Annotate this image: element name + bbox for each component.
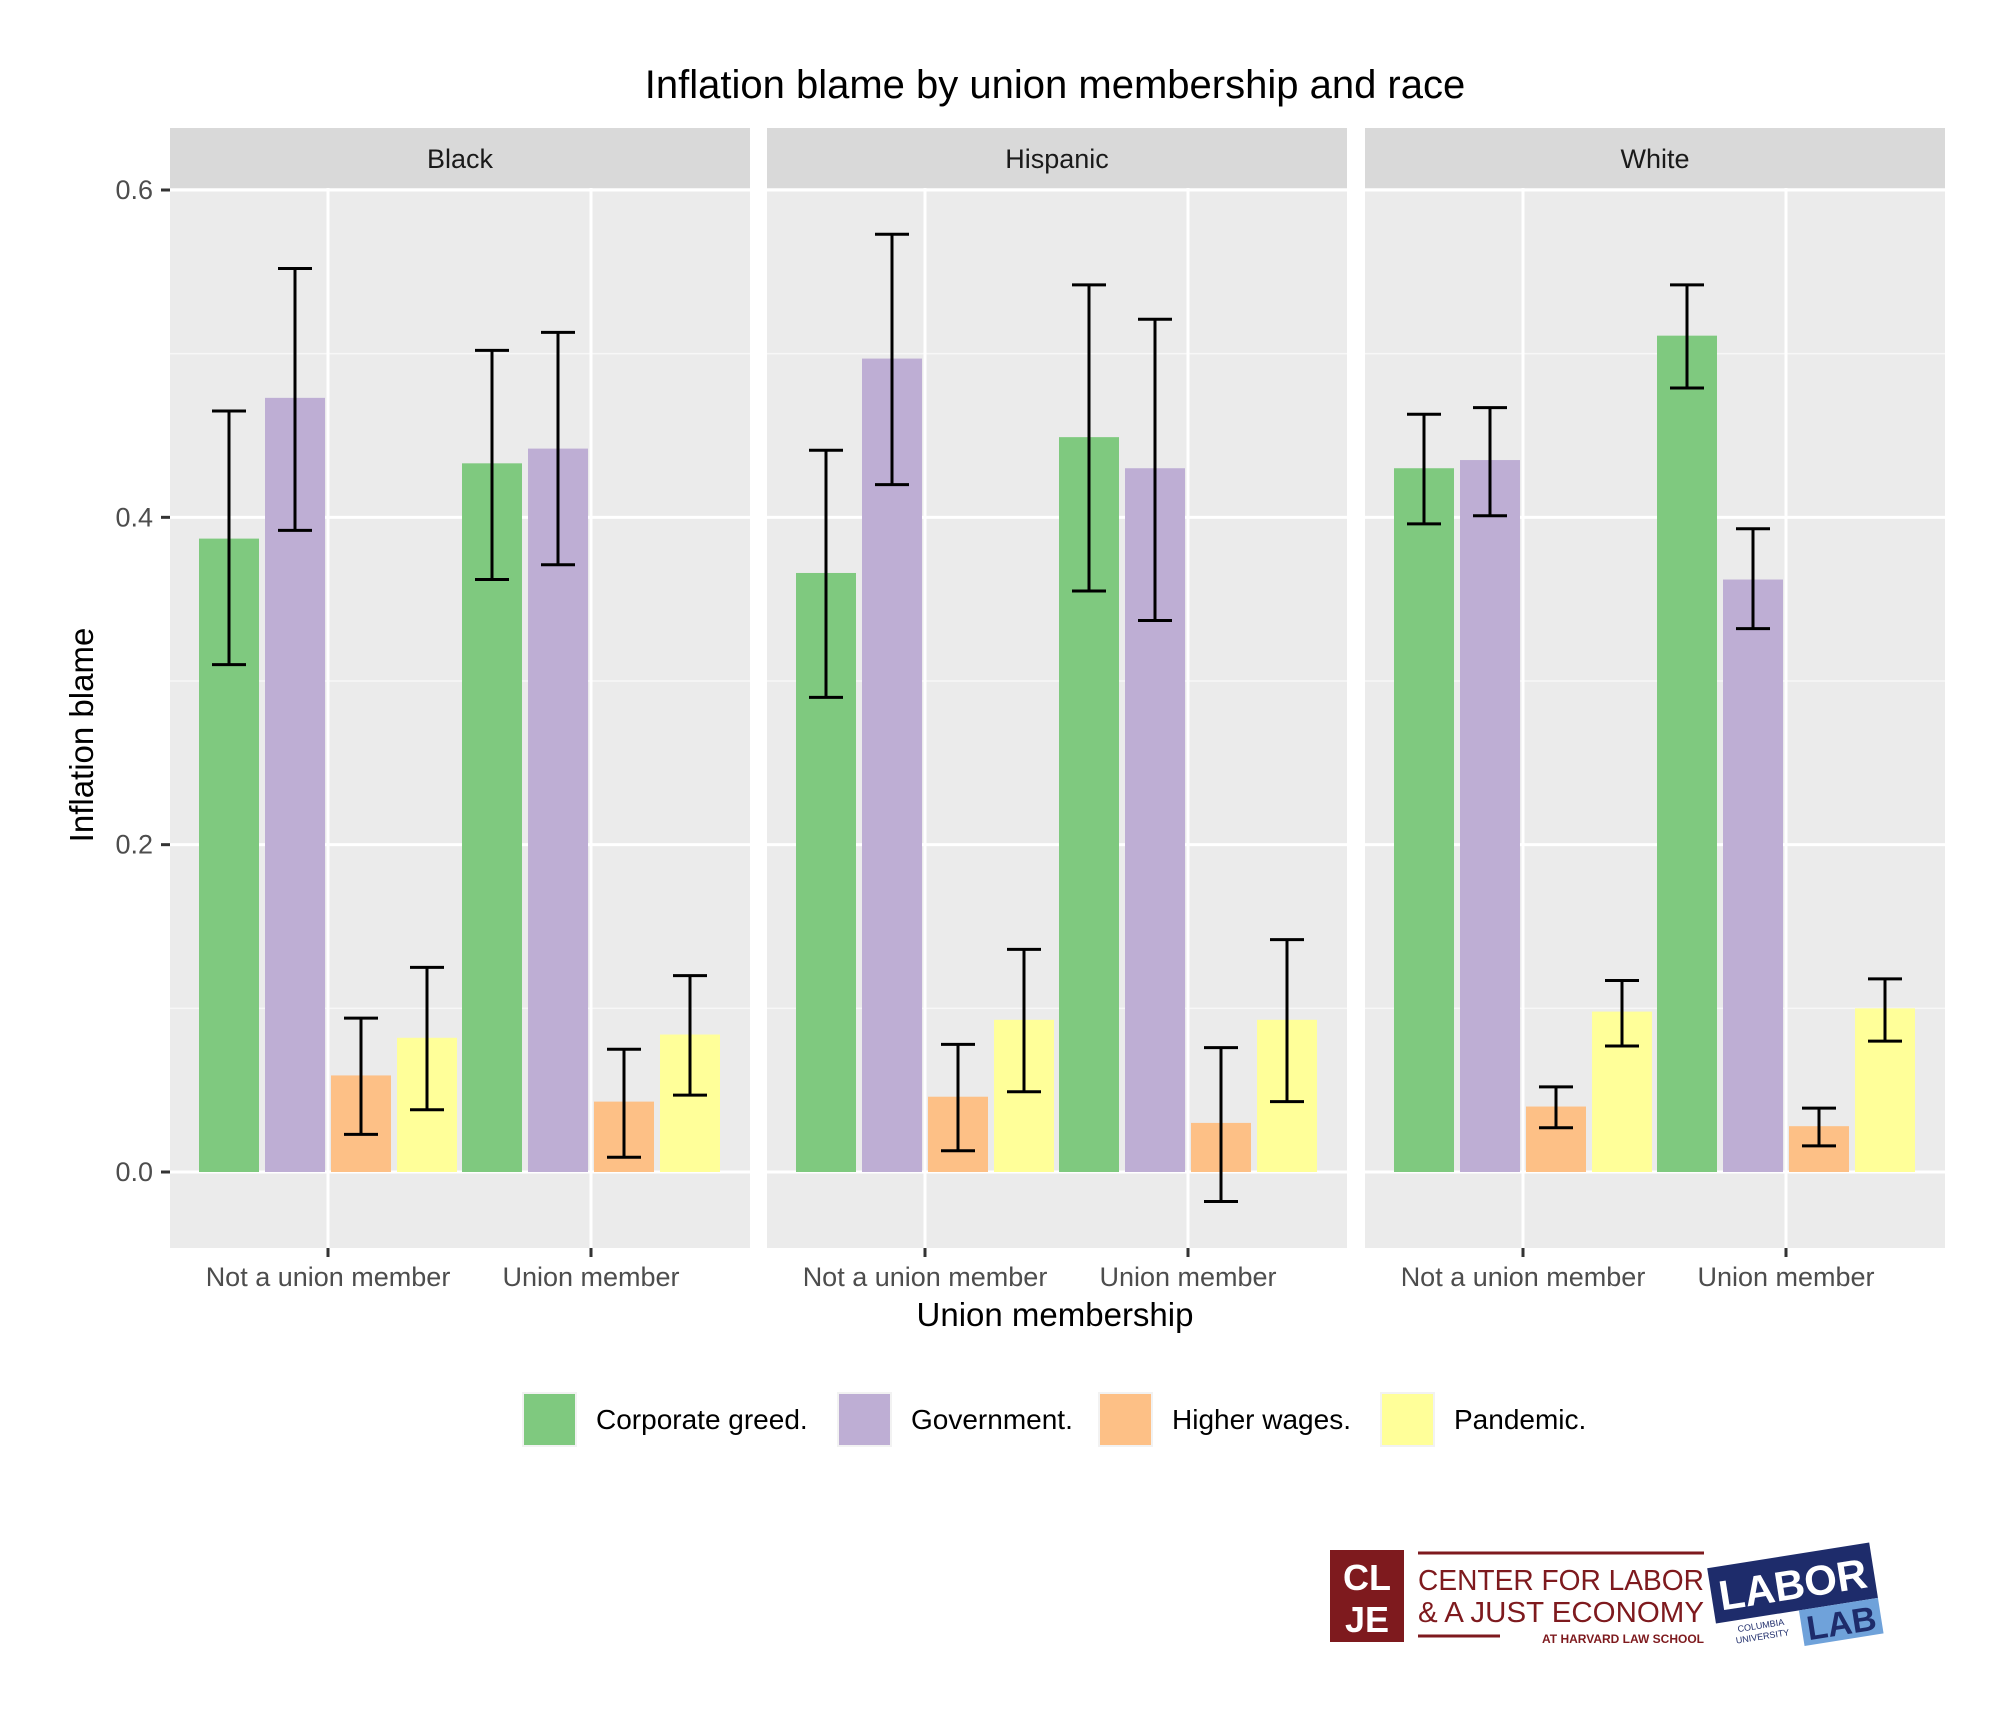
labor-lab-dark-box xyxy=(1707,1542,1878,1624)
legend-key xyxy=(1382,1394,1433,1445)
chart-title: Inflation blame by union membership and … xyxy=(645,63,1465,107)
facet-label: White xyxy=(1620,144,1689,174)
bar xyxy=(1394,468,1454,1172)
legend-label: Higher wages. xyxy=(1172,1404,1351,1435)
x-tick-label: Not a union member xyxy=(1401,1262,1646,1292)
legend-key xyxy=(1100,1394,1151,1445)
clje-mark-box xyxy=(1330,1550,1404,1642)
x-tick-label: Not a union member xyxy=(803,1262,1048,1292)
x-tick-label: Union member xyxy=(1697,1262,1874,1292)
clje-mark-bottom: JE xyxy=(1345,1599,1389,1640)
bar xyxy=(1460,460,1520,1172)
y-axis: 0.0 0.2 0.4 0.6 xyxy=(115,175,170,1187)
clje-mark-top: CL xyxy=(1343,1557,1391,1598)
facet-label: Black xyxy=(427,144,494,174)
bar xyxy=(1723,579,1783,1172)
bar xyxy=(528,448,588,1172)
legend-label: Government. xyxy=(911,1404,1073,1435)
bar xyxy=(462,463,522,1172)
facet-white: White Not a union member Union member xyxy=(1365,128,1945,1292)
legend-key xyxy=(524,1394,575,1445)
facet-strip xyxy=(1365,128,1945,188)
bar xyxy=(862,358,922,1172)
clje-line3: AT HARVARD LAW SCHOOL xyxy=(1542,1632,1704,1646)
facet-label: Hispanic xyxy=(1005,144,1109,174)
x-tick-label: Union member xyxy=(502,1262,679,1292)
labor-lab-light-box xyxy=(1798,1597,1884,1646)
x-tick-label: Not a union member xyxy=(206,1262,451,1292)
y-tick-label: 0.4 xyxy=(115,502,153,532)
x-tick-label: Union member xyxy=(1099,1262,1276,1292)
labor-lab-logo: LABOR LAB COLUMBIA UNIVERSITY xyxy=(1707,1542,1884,1648)
clje-line1: CENTER FOR LABOR xyxy=(1418,1565,1704,1597)
clje-line2: & A JUST ECONOMY xyxy=(1418,1597,1704,1629)
facet-strip xyxy=(767,128,1347,188)
legend-label: Corporate greed. xyxy=(596,1404,808,1435)
y-tick-label: 0.0 xyxy=(115,1157,153,1187)
facet-strip xyxy=(170,128,750,188)
y-tick-label: 0.6 xyxy=(115,175,153,205)
bar xyxy=(1657,335,1717,1172)
clje-logo: CL JE CENTER FOR LABOR & A JUST ECONOMY … xyxy=(1330,1550,1704,1646)
legend-key xyxy=(839,1394,890,1445)
y-axis-label: Inflation blame xyxy=(63,628,100,843)
facet-black: Black Not a union member Union member xyxy=(170,128,750,1292)
y-tick-label: 0.2 xyxy=(115,830,153,860)
facet-hispanic: Hispanic Not a union member Union member xyxy=(767,128,1347,1292)
legend: Corporate greed. Government. Higher wages.… xyxy=(522,1392,1586,1447)
legend-label: Pandemic. xyxy=(1454,1404,1586,1435)
x-axis-label: Union membership xyxy=(917,1296,1194,1333)
